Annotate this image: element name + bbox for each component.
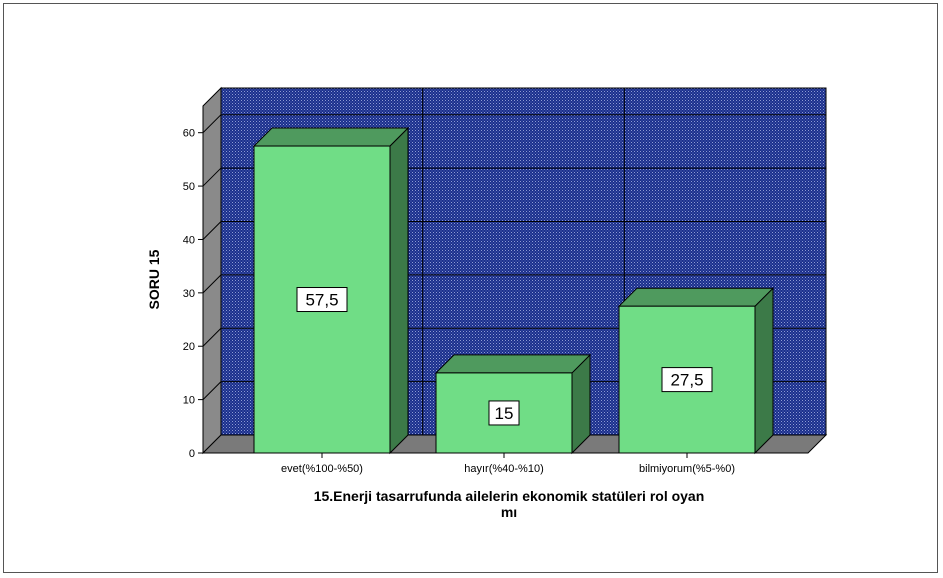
gridline-side — [202, 381, 222, 400]
bar-chart: 0 10 20 30 40 50 60 57,5 evet(%100-%50) 15 hayır(%… — [146, 86, 828, 520]
y-tick-label: 20 — [183, 341, 195, 353]
data-label-box — [661, 367, 713, 393]
y-tick-label: 10 — [183, 395, 195, 407]
x-axis-label-line: mı — [501, 504, 517, 520]
gridline-side — [202, 327, 222, 347]
category-label: evet(%100-%50) — [281, 463, 363, 475]
x-axis-label-line: 15.Enerji tasarrufunda ailelerin ekonomi… — [314, 488, 705, 504]
bar-top-1 — [434, 354, 592, 374]
category-label: hayır(%40-%10) — [464, 463, 543, 475]
side-wall — [202, 86, 222, 455]
y-tick-label: 0 — [189, 448, 195, 460]
y-tick-label: 40 — [183, 234, 195, 246]
y-axis-label: SORU 15 — [146, 249, 162, 309]
data-label-box — [296, 287, 348, 313]
data-label: 27,5 — [670, 371, 703, 390]
gridline-side — [202, 274, 222, 294]
y-tick-label: 60 — [183, 128, 195, 140]
gridline-side — [202, 167, 222, 187]
chart-frame: 0 10 20 30 40 50 60 57,5 evet(%100-%50) 15 hayır(%… — [3, 3, 938, 573]
data-label: 57,5 — [305, 291, 338, 310]
y-tick-label: 30 — [183, 288, 195, 300]
data-label-box — [488, 400, 520, 426]
gridline-side — [202, 221, 222, 240]
category-label: bilmiyorum(%5-%0) — [639, 463, 735, 475]
bar-side-0 — [389, 126, 409, 455]
bar-top-0 — [252, 127, 410, 147]
gridline-side — [202, 114, 222, 134]
bar-top-2 — [617, 287, 775, 307]
y-tick-label: 50 — [183, 181, 195, 193]
bar-side-2 — [754, 286, 774, 455]
data-label: 15 — [495, 404, 514, 423]
